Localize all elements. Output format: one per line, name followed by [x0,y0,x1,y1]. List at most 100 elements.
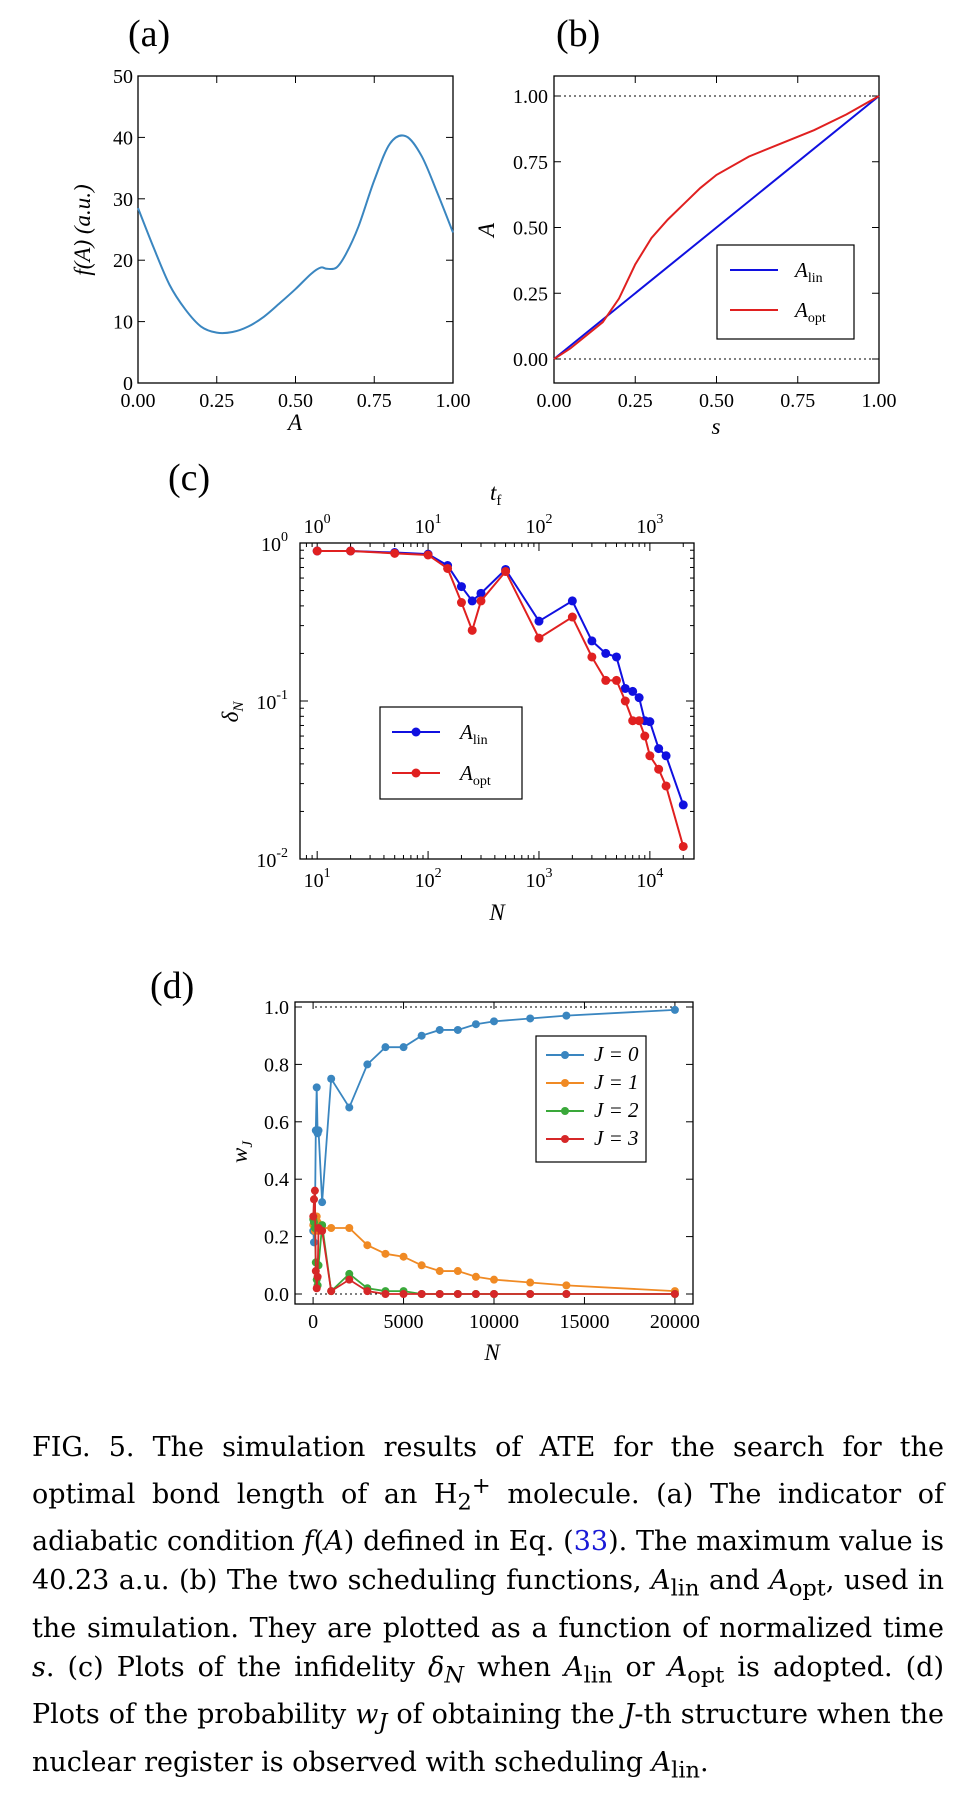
panel-c-series-opt-point [628,716,638,726]
panel-c-series-lin-point [456,582,466,592]
panel-c-top-xtick-label: 101 [415,512,442,538]
panel-d-series-j2-point [345,1269,354,1278]
panel-d-series-j3-point [309,1195,318,1204]
panel-b-xtick-label: 1.00 [862,390,897,412]
panel-c-ylabel: δN [218,701,247,723]
panel-a-ytick-label: 30 [113,189,133,211]
caption-math: w [355,1699,379,1731]
panel-d-ytick-label: 0.2 [264,1227,289,1249]
caption-math: A [651,1565,671,1597]
panel-c-series-opt-point [476,596,486,606]
panel-d-series-j1-point [363,1241,372,1250]
panel-b-legend-lin: Alin [793,258,823,286]
panel-c-series-lin-point [678,800,688,810]
panel-d-legend-j1-marker [561,1079,569,1087]
panel-c-legend-opt-sub: opt [473,774,491,789]
panel-c-label: (c) [168,457,210,499]
panel-c-top-xtick-label: 103 [636,512,663,538]
panel-c-series-opt-point [567,612,577,622]
panel-c-xlabel: N [488,900,506,925]
panel-b-legend-opt-base: A [793,298,808,322]
panel-d-series-j3-point [345,1275,354,1284]
panel-d-series-j3-point [327,1287,336,1296]
panel-c-series-opt-point [467,625,477,635]
panel-d-series-j0-point [435,1025,444,1034]
panel-c-frame [299,542,695,860]
panel-d-series-j1-point [526,1278,535,1287]
panel-d-ylabel-base: w [227,1147,252,1163]
panel-d-series-j1-point [471,1272,480,1281]
panel-c-xtick-label: 101 [304,866,331,892]
panel-a-frame [137,75,454,384]
panel-d-series-j3-point [318,1226,327,1235]
panel-b-legend-lin-base: A [793,258,808,282]
caption-math-sub: J [378,1709,388,1736]
panel-b-legend-box [716,244,855,340]
panel-c-series-opt-point [634,716,644,726]
panel-a-xlabel: A [286,410,303,435]
panel-b-legend: Alin Aopt [716,244,855,340]
panel-c-series-lin-point [628,686,638,696]
panel-d-series-j3-point [363,1287,372,1296]
caption-math: A [564,1651,584,1683]
panel-c-ytick-label: 10-1 [256,688,288,714]
panel-a-xtick-label: 1.00 [436,390,471,412]
panel-a-xtick-label: 0.00 [121,390,156,412]
panel-d-ytick-label: 0.8 [264,1054,289,1076]
panel-d-series-j3-point [310,1186,319,1195]
panel-b-ytick-label: 0.25 [513,283,548,305]
panel-c-top-xtick-label-exp: 1 [435,512,442,527]
caption-math: J [623,1699,635,1731]
panel-d-series-j0-point [327,1074,336,1083]
panel-c-ytick-label-exp: -2 [276,846,288,861]
panel-b-ylabel: A [474,222,499,239]
panel-c-top-xtick-label-exp: 0 [324,512,331,527]
panel-c-series-opt-point [501,567,511,577]
caption-sub: opt [788,1575,826,1602]
panel-d-xtick-label: 20000 [650,1311,700,1333]
panel-b-xtick-label: 0.25 [618,390,653,412]
figure-caption: FIG. 5. The simulation results of ATE fo… [32,1428,944,1790]
panel-a-ytick-label: 20 [113,250,133,272]
panel-c-legend-opt-marker [411,768,421,778]
panel-d-series-j3-point [417,1290,426,1298]
panel-d-legend: J = 0 J = 1 J = 2 J = 3 [535,1035,647,1163]
panel-c-xtick-label: 103 [525,866,552,892]
panel-d-ytick-label: 0.6 [264,1112,289,1134]
panel-c-legend-opt: Aopt [458,761,491,789]
panel-c-xtick-label-exp: 3 [545,866,552,881]
panel-c-series-opt-line [317,549,685,847]
panel-b-ytick-label: 0.00 [513,349,548,371]
panel-c-series-opt-point [611,675,621,685]
panel-c-series-lin-point [601,648,611,658]
panel-c-top-xtick-label: 100 [304,512,331,538]
panel-c-top-xtick-label-base: 10 [636,516,656,538]
panel-d-ytick-label: 0.4 [264,1169,289,1191]
panel-c-series-lin-point [567,596,577,606]
panel-c-xtick-label-base: 10 [415,870,435,892]
panel-d-series-j1-point [490,1275,498,1284]
panel-a-ytick-label: 50 [113,66,133,88]
panel-c-xtick-label-base: 10 [636,870,656,892]
panel-c-xtick-label: 102 [415,866,442,892]
panel-d-ylabel: wJ [227,1140,256,1163]
panel-d-legend-j0: J = 0 [594,1042,639,1066]
panel-c-legend-lin-base: A [458,720,473,744]
caption-part: or [612,1651,668,1683]
panel-c-series-opt-point [645,751,655,761]
panel-d-series-j3-point [381,1290,390,1298]
panel-d-series-j0-point [309,1238,318,1247]
panel-c-series-opt-point [456,598,466,608]
panel-c-series-opt-point [534,633,544,643]
figure-canvas: (a) (b) (c) (d) 0.00 0.25 0.50 0.75 1.000102… [70,13,897,1365]
panel-d-series-j3-point [562,1290,571,1298]
panel-a-xtick-label: 0.75 [357,390,392,412]
panel-c-series-opt-point [423,550,433,560]
caption-math: A [667,1651,688,1683]
panel-d-series-j3-point [526,1290,535,1298]
panel-c-xtick-label-exp: 2 [435,866,442,881]
panel-c-top-xtick-label-base: 10 [304,516,324,538]
panel-c-top-xtick-label-exp: 3 [656,512,663,527]
panel-b-legend-opt: Aopt [793,298,826,326]
equation-reference-link[interactable]: 33 [573,1526,609,1558]
